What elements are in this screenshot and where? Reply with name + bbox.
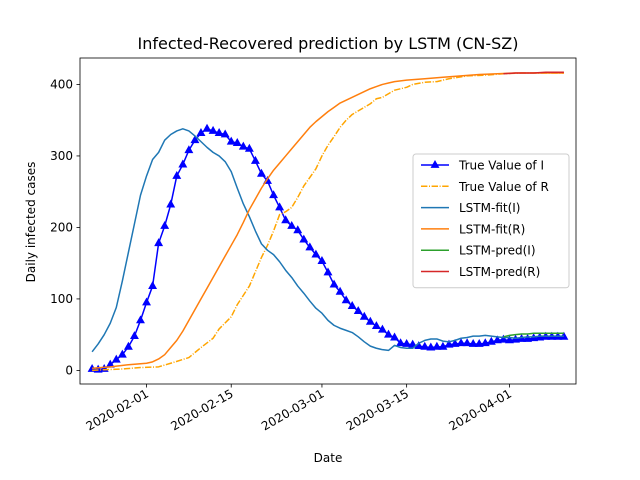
data-point-1 — [504, 335, 514, 344]
data-point-1 — [232, 138, 242, 146]
axes-frame — [79, 57, 577, 385]
data-point-1 — [390, 332, 400, 341]
data-point-1 — [438, 341, 448, 350]
y-tick-label: 400 — [50, 77, 73, 91]
series-line-2 — [92, 72, 564, 372]
data-point-1 — [142, 297, 152, 306]
legend-label: LSTM-fit(I) — [459, 201, 520, 215]
data-point-1 — [238, 141, 248, 150]
data-point-1 — [462, 338, 472, 347]
data-point-1 — [287, 220, 297, 229]
data-point-1 — [317, 256, 327, 264]
data-point-1 — [480, 338, 490, 347]
plot-area — [87, 71, 569, 373]
data-point-1 — [420, 341, 430, 350]
data-point-1 — [123, 341, 133, 350]
legend-marker — [430, 159, 440, 168]
axes — [76, 57, 577, 388]
data-point-1 — [396, 338, 406, 347]
data-point-1 — [299, 234, 309, 243]
data-point-1 — [305, 242, 315, 251]
series-line-3 — [91, 128, 564, 353]
data-point-1 — [196, 128, 206, 136]
data-point-1 — [468, 338, 478, 347]
data-point-1 — [117, 349, 127, 358]
y-axis-label: Daily infected cases — [24, 162, 38, 283]
data-point-1 — [275, 202, 285, 211]
data-point-1 — [148, 281, 158, 289]
series-line-6 — [503, 71, 564, 75]
data-point-1 — [384, 329, 393, 338]
data-point-1 — [329, 279, 339, 288]
data-point-1 — [523, 333, 533, 342]
y-tick-label: 300 — [50, 149, 73, 163]
data-point-1 — [160, 220, 170, 229]
data-point-1 — [486, 336, 496, 345]
data-point-1 — [281, 215, 291, 224]
data-point-1 — [432, 341, 442, 350]
data-point-1 — [341, 295, 351, 304]
data-point-1 — [244, 143, 254, 152]
data-point-1 — [250, 155, 260, 164]
legend-label: LSTM-pred(R) — [459, 265, 540, 279]
y-tick-label: 200 — [50, 220, 73, 234]
legend-label: True Value of I — [458, 159, 544, 173]
data-point-1 — [184, 145, 194, 154]
legend-label: LSTM-pred(I) — [459, 244, 536, 258]
data-point-1 — [402, 338, 412, 347]
x-axis-label: Date — [314, 451, 343, 465]
data-point-1 — [335, 286, 345, 295]
legend-box — [412, 153, 570, 289]
data-point-1 — [269, 190, 279, 199]
legend-label: True Value of R — [458, 180, 549, 194]
series-line-4 — [92, 72, 564, 370]
data-point-1 — [214, 128, 224, 136]
data-point-1 — [474, 338, 484, 347]
data-point-1 — [353, 306, 363, 314]
data-point-1 — [347, 301, 357, 309]
data-point-1 — [450, 338, 460, 347]
data-point-1 — [492, 335, 502, 344]
data-point-1 — [178, 159, 188, 168]
data-point-1 — [154, 238, 164, 247]
y-tick-label: 100 — [50, 292, 73, 306]
data-point-1 — [498, 334, 508, 343]
y-tick-label: 0 — [65, 363, 73, 377]
data-point-1 — [456, 338, 466, 347]
data-point-1 — [111, 354, 121, 363]
legend-label: LSTM-fit(R) — [459, 222, 525, 236]
data-point-1 — [444, 339, 454, 348]
data-point-1 — [202, 123, 212, 132]
data-point-1 — [408, 339, 418, 348]
data-point-1 — [226, 136, 236, 145]
data-point-1 — [208, 125, 218, 134]
data-point-1 — [190, 135, 200, 144]
legend: True Value of I True Value of R LSTM-fit(I… — [412, 153, 570, 289]
data-point-1 — [311, 249, 321, 258]
data-point-1 — [323, 267, 333, 276]
data-point-1 — [377, 324, 387, 333]
data-point-1 — [166, 199, 176, 208]
series-line-5 — [503, 332, 564, 338]
data-point-1 — [129, 331, 139, 340]
data-point-1 — [220, 129, 230, 138]
data-point-1 — [371, 321, 381, 330]
data-point-1 — [293, 225, 303, 234]
data-point-1 — [365, 316, 375, 325]
data-point-1 — [256, 168, 266, 177]
data-point-1 — [172, 170, 182, 179]
chart-title: Infected-Recovered prediction by LSTM (C… — [138, 34, 519, 53]
data-point-1 — [359, 311, 369, 320]
data-point-1 — [426, 342, 436, 351]
data-point-1 — [136, 315, 145, 324]
